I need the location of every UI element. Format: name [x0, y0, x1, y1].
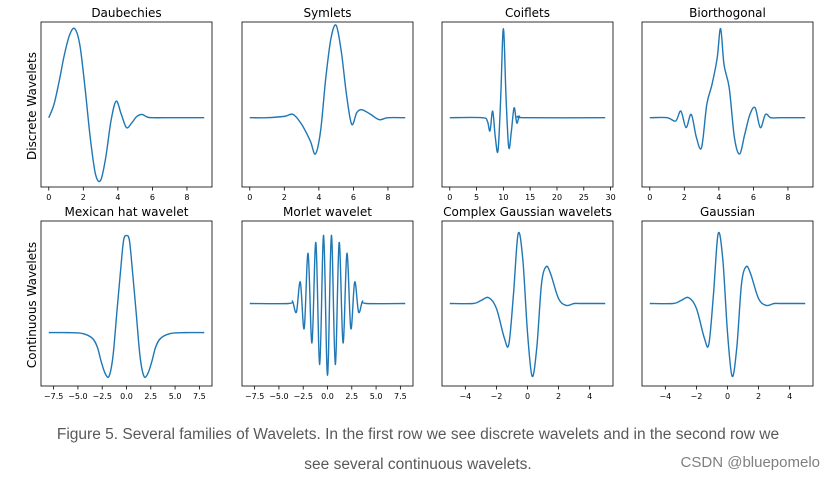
panel-title: Complex Gaussian wavelets: [443, 205, 612, 219]
x-tick-label: 7.5: [394, 392, 407, 401]
x-tick-label: 4: [716, 193, 721, 202]
x-tick-label: −2: [691, 392, 703, 401]
axes-frame: [40, 21, 213, 188]
panel-title: Morlet wavelet: [283, 205, 372, 219]
series-line: [249, 24, 406, 155]
x-tick-label: 30: [605, 193, 615, 202]
x-tick-label: 0: [247, 193, 252, 202]
row-label-continuous: Continuous Wavelets: [25, 242, 39, 368]
x-tick-label: 4: [787, 392, 792, 401]
series-line: [649, 27, 806, 155]
x-tick-label: 0.0: [120, 392, 133, 401]
x-tick-label: 2: [682, 193, 687, 202]
panel-symlets: Symlets 0 2 4 6 8: [241, 6, 414, 202]
x-tick-label: 8: [385, 193, 390, 202]
x-tick-label: 4: [115, 193, 120, 202]
x-tick-label: −2: [491, 392, 503, 401]
panel-title: Daubechies: [91, 6, 161, 20]
row-label-discrete: Discrete Wavelets: [25, 52, 39, 160]
panel-gaussian: Gaussian −4 −2 0 2 4: [641, 205, 814, 401]
wavelet-figure: Discrete Wavelets Continuous Wavelets Da…: [25, 6, 814, 401]
series-line: [48, 27, 205, 183]
panel-complex-gaussian-wavelets: Complex Gaussian wavelets −4 −2 0 2 4: [441, 205, 614, 401]
x-tick-label: 0: [525, 392, 530, 401]
x-tick-label: −5.0: [68, 392, 87, 401]
figure-caption-line-2: see several continuous wavelets.: [304, 456, 532, 473]
x-tick-label: −7.5: [245, 392, 264, 401]
x-tick-label: 2.5: [345, 392, 358, 401]
panel-mexican-hat-wavelet: Mexican hat wavelet −7.5 −5.0 −2.5 0.0 2.5 5.0…: [40, 205, 213, 401]
panel-title: Mexican hat wavelet: [65, 205, 189, 219]
axes-frame: [441, 21, 614, 188]
series-line: [48, 234, 205, 379]
x-tick-label: 5: [474, 193, 479, 202]
panel-title: Gaussian: [700, 205, 755, 219]
x-tick-label: −4: [659, 392, 671, 401]
x-tick-label: 2: [282, 193, 287, 202]
axes-frame: [241, 21, 414, 188]
x-tick-label: 4: [587, 392, 592, 401]
x-tick-label: 6: [751, 193, 756, 202]
x-tick-label: 8: [785, 193, 790, 202]
panel-coiflets: Coiflets 0 5 10 15 20 25 30: [441, 6, 616, 202]
series-line: [249, 234, 406, 376]
panel-biorthogonal: Biorthogonal 0 2 4 6 8: [641, 6, 814, 202]
axes-frame: [40, 220, 213, 387]
x-tick-label: −7.5: [44, 392, 63, 401]
x-tick-label: 7.5: [193, 392, 206, 401]
x-tick-label: 15: [525, 193, 535, 202]
figure-caption-line-1: Figure 5. Several families of Wavelets. …: [56, 426, 780, 443]
series-line: [649, 231, 806, 378]
x-tick-label: 8: [184, 193, 189, 202]
x-tick-label: −5.0: [269, 392, 288, 401]
x-tick-label: 2.5: [144, 392, 157, 401]
x-tick-label: −4: [459, 392, 471, 401]
x-tick-label: 0: [46, 193, 51, 202]
series-line: [449, 231, 606, 378]
x-tick-label: 10: [498, 193, 508, 202]
x-tick-label: 5.0: [370, 392, 383, 401]
series-line: [449, 27, 606, 154]
x-tick-label: 0: [725, 392, 730, 401]
panel-grid: Daubechies 0 2 4 6 8 Symlets 0 2 4 6 8 Coiflets 0 5 10 1…: [40, 6, 814, 401]
x-tick-label: 0.0: [321, 392, 334, 401]
x-tick-label: 6: [150, 193, 155, 202]
x-tick-label: 0: [647, 193, 652, 202]
x-tick-label: −2.5: [293, 392, 312, 401]
x-tick-label: 20: [552, 193, 562, 202]
axes-frame: [641, 21, 814, 188]
x-tick-label: 2: [81, 193, 86, 202]
x-tick-label: 5.0: [169, 392, 182, 401]
panel-morlet-wavelet: Morlet wavelet −7.5 −5.0 −2.5 0.0 2.5 5.0 7.5: [241, 205, 414, 401]
x-tick-label: 25: [579, 193, 589, 202]
panel-title: Biorthogonal: [689, 6, 766, 20]
x-tick-label: 2: [556, 392, 561, 401]
csdn-watermark: CSDN @bluepomelo: [680, 454, 820, 471]
panel-title: Symlets: [303, 6, 351, 20]
x-tick-label: 2: [756, 392, 761, 401]
panel-daubechies: Daubechies 0 2 4 6 8: [40, 6, 213, 202]
x-tick-label: −2.5: [92, 392, 111, 401]
x-tick-label: 6: [351, 193, 356, 202]
x-tick-label: 0: [447, 193, 452, 202]
x-tick-label: 4: [316, 193, 321, 202]
panel-title: Coiflets: [505, 6, 550, 20]
